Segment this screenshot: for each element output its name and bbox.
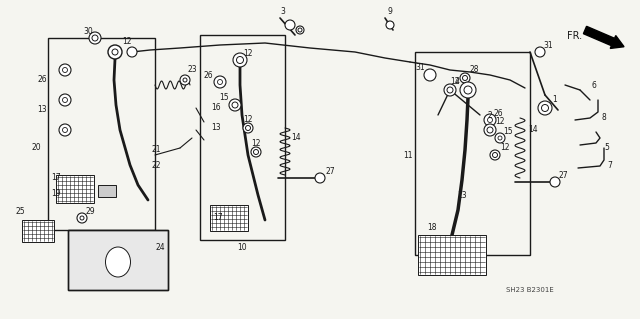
Text: 21: 21 bbox=[151, 145, 161, 154]
Circle shape bbox=[59, 94, 71, 106]
Text: 1: 1 bbox=[552, 95, 557, 105]
Circle shape bbox=[243, 123, 253, 133]
Circle shape bbox=[484, 114, 496, 126]
Text: 10: 10 bbox=[237, 243, 247, 253]
Bar bbox=[418, 235, 486, 275]
Text: 12: 12 bbox=[495, 117, 505, 127]
Text: SH23 B2301E: SH23 B2301E bbox=[506, 287, 554, 293]
Text: 2: 2 bbox=[488, 110, 492, 120]
Circle shape bbox=[89, 32, 101, 44]
Circle shape bbox=[127, 47, 137, 57]
Text: 28: 28 bbox=[469, 65, 479, 75]
Text: 6: 6 bbox=[591, 80, 596, 90]
Text: 12: 12 bbox=[500, 143, 509, 152]
Text: 14: 14 bbox=[291, 133, 301, 143]
Text: 15: 15 bbox=[503, 127, 513, 136]
Circle shape bbox=[424, 69, 436, 81]
Bar bbox=[415, 52, 530, 255]
Circle shape bbox=[444, 84, 456, 96]
Text: 20: 20 bbox=[31, 144, 41, 152]
Text: 27: 27 bbox=[558, 172, 568, 181]
Bar bbox=[68, 230, 168, 290]
Text: 11: 11 bbox=[403, 151, 413, 160]
Text: 13: 13 bbox=[211, 123, 221, 132]
Text: 17: 17 bbox=[213, 213, 223, 222]
Circle shape bbox=[251, 147, 261, 157]
Text: 26: 26 bbox=[493, 108, 503, 117]
Text: 24: 24 bbox=[155, 243, 165, 253]
Text: 31: 31 bbox=[543, 41, 553, 49]
Text: 13: 13 bbox=[37, 106, 47, 115]
Text: 19: 19 bbox=[51, 189, 61, 197]
Circle shape bbox=[233, 53, 247, 67]
Text: 4: 4 bbox=[454, 78, 460, 86]
Text: FR.: FR. bbox=[567, 31, 582, 41]
Text: 30: 30 bbox=[83, 27, 93, 36]
Text: 26: 26 bbox=[37, 76, 47, 85]
Circle shape bbox=[285, 20, 295, 30]
Text: 15: 15 bbox=[219, 93, 229, 102]
Circle shape bbox=[229, 99, 241, 111]
Bar bbox=[48, 38, 155, 230]
Bar bbox=[98, 185, 116, 197]
Text: 27: 27 bbox=[325, 167, 335, 176]
Bar bbox=[200, 35, 285, 240]
Circle shape bbox=[495, 133, 505, 143]
Text: 31: 31 bbox=[415, 63, 425, 72]
Circle shape bbox=[214, 76, 226, 88]
Text: 22: 22 bbox=[151, 160, 161, 169]
Text: 9: 9 bbox=[388, 8, 392, 17]
Circle shape bbox=[108, 45, 122, 59]
Circle shape bbox=[535, 47, 545, 57]
Text: 14: 14 bbox=[528, 125, 538, 135]
Circle shape bbox=[386, 21, 394, 29]
Circle shape bbox=[315, 173, 325, 183]
Text: 8: 8 bbox=[602, 114, 606, 122]
Bar bbox=[56, 175, 94, 203]
Text: 12: 12 bbox=[243, 48, 253, 57]
Bar bbox=[210, 205, 248, 231]
Circle shape bbox=[59, 124, 71, 136]
Text: 3: 3 bbox=[280, 8, 285, 17]
Text: 16: 16 bbox=[211, 103, 221, 113]
Circle shape bbox=[460, 73, 470, 83]
Circle shape bbox=[296, 26, 304, 34]
Text: 12: 12 bbox=[252, 139, 260, 149]
Text: 7: 7 bbox=[607, 161, 612, 170]
Text: 12: 12 bbox=[451, 78, 460, 86]
Text: 25: 25 bbox=[15, 207, 25, 217]
Circle shape bbox=[59, 64, 71, 76]
Text: 5: 5 bbox=[605, 144, 609, 152]
Text: 17: 17 bbox=[51, 174, 61, 182]
Text: 12: 12 bbox=[122, 38, 132, 47]
Bar bbox=[68, 230, 168, 290]
Text: 12: 12 bbox=[243, 115, 253, 124]
Ellipse shape bbox=[106, 247, 131, 277]
Circle shape bbox=[180, 75, 190, 85]
Circle shape bbox=[490, 150, 500, 160]
Circle shape bbox=[550, 177, 560, 187]
Text: 29: 29 bbox=[85, 207, 95, 217]
FancyArrow shape bbox=[584, 26, 624, 48]
Circle shape bbox=[538, 101, 552, 115]
Circle shape bbox=[460, 82, 476, 98]
Circle shape bbox=[77, 213, 87, 223]
Bar bbox=[22, 220, 54, 242]
Text: 26: 26 bbox=[203, 70, 213, 79]
Text: 23: 23 bbox=[187, 65, 197, 75]
Circle shape bbox=[484, 124, 496, 136]
Text: 18: 18 bbox=[428, 224, 436, 233]
Text: 13: 13 bbox=[457, 190, 467, 199]
